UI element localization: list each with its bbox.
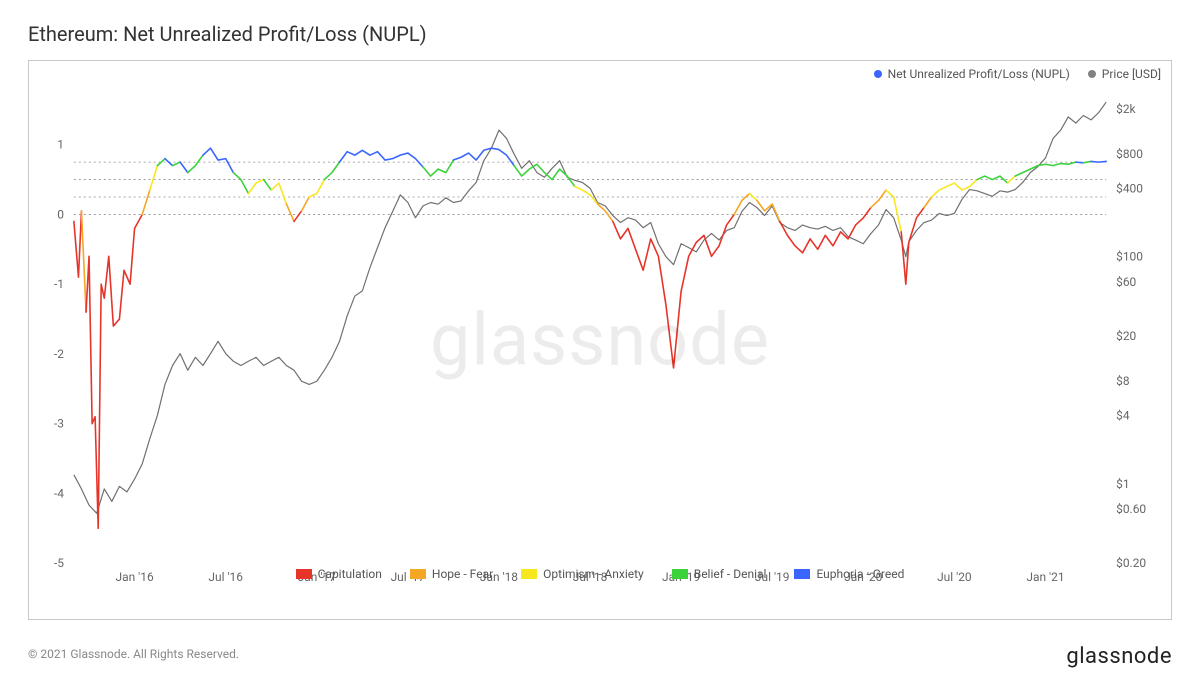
chart-frame: Net Unrealized Profit/Loss (NUPL) Price … (28, 60, 1172, 620)
legend-label: Optimism - Anxiety (543, 567, 644, 581)
swatch-icon (296, 569, 312, 579)
footer-text: © 2021 Glassnode. All Rights Reserved. (28, 647, 239, 661)
legend-label: Net Unrealized Profit/Loss (NUPL) (888, 67, 1070, 81)
svg-text:$0.60: $0.60 (1116, 502, 1146, 516)
svg-text:$20: $20 (1116, 329, 1136, 343)
svg-text:-3: -3 (54, 417, 64, 431)
brand-logo: glassnode (1066, 644, 1172, 669)
legend-label: Capitulation (318, 567, 382, 581)
legend-top-item: Price [USD] (1088, 67, 1161, 81)
legend-label: Price [USD] (1102, 67, 1161, 81)
legend-label: Hope - Fear (432, 567, 493, 581)
legend-top-item: Net Unrealized Profit/Loss (NUPL) (874, 67, 1070, 81)
legend-bottom: Capitulation Hope - Fear Optimism - Anxi… (29, 567, 1171, 581)
svg-text:$60: $60 (1116, 275, 1136, 289)
chart-svg: -5-4-3-2-101$0.20$0.60$1$4$8$20$60$100$4… (29, 61, 1171, 619)
svg-text:-2: -2 (54, 347, 64, 361)
legend-label: Euphoria - Greed (816, 567, 904, 581)
legend-label: Belief - Denial (694, 567, 767, 581)
svg-text:-1: -1 (54, 277, 64, 291)
svg-text:1: 1 (57, 138, 64, 152)
dot-icon (1088, 70, 1096, 78)
legend-top: Net Unrealized Profit/Loss (NUPL) Price … (874, 67, 1161, 81)
page: Ethereum: Net Unrealized Profit/Loss (NU… (0, 0, 1200, 681)
svg-text:$2k: $2k (1116, 102, 1136, 116)
swatch-icon (410, 569, 426, 579)
svg-text:$400: $400 (1116, 181, 1143, 195)
svg-text:$1: $1 (1116, 477, 1129, 491)
legend-bottom-item: Capitulation (296, 567, 382, 581)
swatch-icon (794, 569, 810, 579)
swatch-icon (672, 569, 688, 579)
legend-bottom-item: Euphoria - Greed (794, 567, 904, 581)
svg-text:$8: $8 (1116, 374, 1130, 388)
legend-bottom-item: Hope - Fear (410, 567, 493, 581)
svg-text:0: 0 (57, 207, 64, 221)
chart-title: Ethereum: Net Unrealized Profit/Loss (NU… (28, 22, 427, 46)
svg-text:$4: $4 (1116, 408, 1130, 422)
legend-bottom-item: Belief - Denial (672, 567, 767, 581)
dot-icon (874, 70, 882, 78)
svg-text:-4: -4 (54, 486, 64, 500)
svg-text:$800: $800 (1116, 147, 1143, 161)
legend-bottom-item: Optimism - Anxiety (521, 567, 644, 581)
svg-text:$100: $100 (1116, 250, 1143, 264)
swatch-icon (521, 569, 537, 579)
